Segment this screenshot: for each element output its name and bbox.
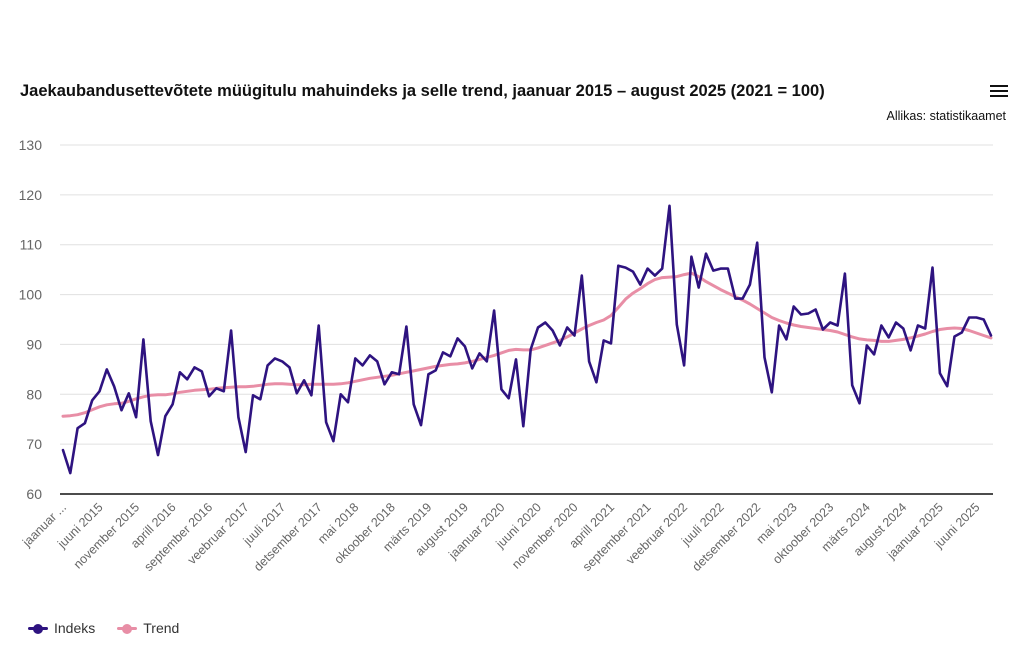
trend-legend-marker-icon — [117, 623, 138, 634]
legend-item-trend[interactable]: Trend — [117, 620, 179, 636]
legend-item-indeks[interactable]: Indeks — [28, 620, 95, 636]
indeks-legend-marker-icon — [28, 623, 48, 634]
legend-label-trend: Trend — [143, 620, 180, 636]
y-tick-label: 80 — [26, 386, 42, 402]
legend: Indeks Trend — [28, 620, 179, 636]
menu-bar — [990, 94, 1008, 98]
chart-title: Jaekaubandusettevõtete müügitulu mahuind… — [20, 82, 825, 100]
indeks-line — [61, 204, 993, 475]
x-tick-label: november 2015 — [71, 500, 142, 571]
y-tick-label: 110 — [20, 237, 43, 253]
y-tick-label: 100 — [19, 287, 43, 303]
y-tick-label: 120 — [19, 187, 43, 203]
y-tick-label: 70 — [26, 436, 42, 452]
y-tick-label: 130 — [19, 137, 43, 153]
menu-bar — [990, 85, 1008, 88]
chart-source: Allikas: statistikaamet — [886, 109, 1006, 123]
y-tick-label: 90 — [26, 336, 42, 352]
legend-label-indeks: Indeks — [54, 620, 96, 636]
line-chart: 60 70 80 90 100 110 120 130 jaanuar ...juuni 20… — [19, 137, 993, 574]
menu-bar — [990, 89, 1008, 93]
x-tick-label: detsember 2017 — [251, 500, 325, 574]
x-tick-label: detsember 2022 — [690, 500, 764, 574]
y-gridlines — [60, 144, 993, 495]
series-lines — [61, 204, 993, 475]
hamburger-menu-icon[interactable] — [990, 85, 1008, 99]
y-axis-labels: 60 70 80 90 100 110 120 130 — [19, 137, 43, 502]
x-tick-label: november 2020 — [509, 500, 580, 571]
y-tick-label: 60 — [26, 486, 42, 502]
